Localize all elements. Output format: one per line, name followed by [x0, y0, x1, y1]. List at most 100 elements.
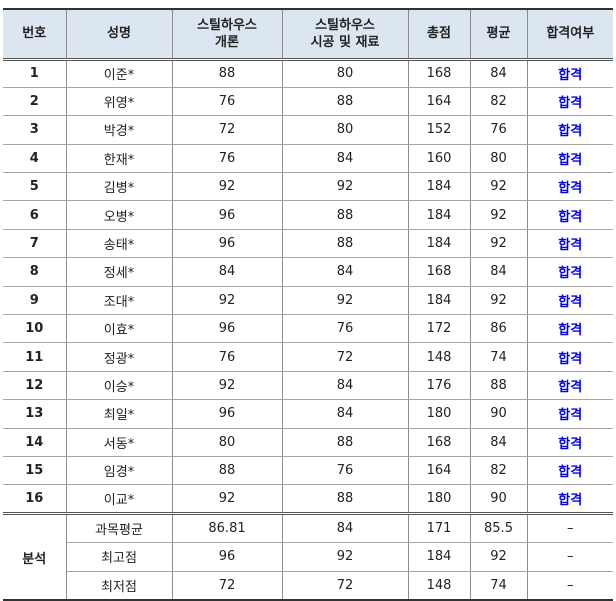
table-row: 14 서동* 80 88 168 84 합격 — [3, 428, 613, 457]
cell-average: 84 — [469, 428, 528, 457]
cell-total: 176 — [407, 371, 471, 401]
cell-construction-score: 84 — [281, 399, 409, 429]
cell-intro-score: 76 — [171, 342, 283, 372]
cell-pass-status: 합격 — [526, 342, 613, 372]
cell-average: 86 — [469, 314, 528, 344]
cell-average: 92 — [469, 200, 528, 230]
analysis-cell-average: 74 — [469, 571, 528, 601]
header-name: 성명 — [65, 8, 173, 61]
cell-name: 위영* — [65, 87, 173, 117]
analysis-cell-intro-score: 72 — [171, 571, 283, 601]
cell-name: 조대* — [65, 286, 173, 316]
table-row: 4 한재* 76 84 160 80 합격 — [3, 144, 613, 174]
cell-intro-score: 92 — [171, 371, 283, 401]
cell-pass-status: 합격 — [526, 144, 613, 174]
cell-intro-score: 92 — [171, 172, 283, 202]
table-row: 15 임경* 88 76 164 82 합격 — [3, 456, 613, 486]
header-number: 번호 — [3, 8, 67, 61]
table-row: 7 송태* 96 88 184 92 합격 — [3, 229, 613, 259]
cell-pass-status: 합격 — [526, 59, 613, 88]
table-row: 12 이승* 92 84 176 88 합격 — [3, 371, 613, 401]
cell-average: 82 — [469, 456, 528, 486]
cell-intro-score: 96 — [171, 229, 283, 259]
table-row: 6 오병* 96 88 184 92 합격 — [3, 200, 613, 230]
cell-number: 1 — [3, 59, 67, 88]
cell-construction-score: 76 — [281, 314, 409, 344]
cell-average: 92 — [469, 286, 528, 316]
cell-pass-status: 합격 — [526, 257, 613, 287]
student-rows: 1 이준* 88 80 168 84 합격 2 위영* 76 88 164 82 합격 3 박경* 72 80 15… — [3, 59, 613, 515]
analysis-cell-construction-score: 72 — [281, 571, 409, 601]
cell-total: 180 — [407, 399, 471, 429]
cell-name: 한재* — [65, 144, 173, 174]
analysis-cell-total: 171 — [407, 513, 471, 543]
cell-average: 84 — [469, 59, 528, 88]
analysis-row: 최저점 72 72 148 74– — [3, 571, 613, 601]
analysis-cell-total: 148 — [407, 571, 471, 601]
cell-number: 16 — [3, 484, 67, 515]
table-row: 13 최일* 96 84 180 90 합격 — [3, 399, 613, 429]
cell-pass-status: 합격 — [526, 172, 613, 202]
cell-number: 3 — [3, 115, 67, 145]
header-average: 평균 — [469, 8, 528, 61]
table-row: 8 정세* 84 84 168 84 합격 — [3, 257, 613, 287]
cell-average: 80 — [469, 144, 528, 174]
analysis-cell-average: 85.5 — [469, 513, 528, 543]
cell-construction-score: 80 — [281, 59, 409, 88]
cell-total: 168 — [407, 59, 471, 88]
cell-total: 168 — [407, 428, 471, 457]
cell-name: 송태* — [65, 229, 173, 259]
cell-total: 168 — [407, 257, 471, 287]
analysis-label: 분석 — [3, 513, 67, 601]
cell-average: 92 — [469, 229, 528, 259]
cell-average: 74 — [469, 342, 528, 372]
cell-number: 2 — [3, 87, 67, 117]
cell-number: 11 — [3, 342, 67, 372]
cell-name: 이준* — [65, 59, 173, 88]
cell-average: 90 — [469, 399, 528, 429]
table-row: 1 이준* 88 80 168 84 합격 — [3, 59, 613, 88]
analysis-cell-name: 최저점 — [66, 571, 173, 601]
cell-construction-score: 88 — [281, 200, 409, 230]
cell-construction-score: 80 — [281, 115, 409, 145]
cell-average: 84 — [469, 257, 528, 287]
cell-name: 오병* — [65, 200, 173, 230]
cell-name: 이효* — [65, 314, 173, 344]
cell-name: 정세* — [65, 257, 173, 287]
cell-pass-status: 합격 — [526, 87, 613, 117]
cell-total: 184 — [407, 286, 471, 316]
analysis-cell-construction-score: 84 — [281, 513, 409, 543]
cell-name: 서동* — [65, 428, 173, 457]
table-row: 2 위영* 76 88 164 82 합격 — [3, 87, 613, 117]
cell-name: 김병* — [65, 172, 173, 202]
header-intro-score: 스틸하우스 개론 — [171, 8, 283, 61]
cell-construction-score: 76 — [281, 456, 409, 486]
cell-total: 148 — [407, 342, 471, 372]
analysis-cell-intro-score: 86.81 — [171, 513, 283, 543]
analysis-cell-name: 과목평균 — [65, 513, 173, 543]
cell-construction-score: 88 — [281, 229, 409, 259]
cell-construction-score: 88 — [281, 87, 409, 117]
cell-number: 12 — [3, 371, 67, 401]
cell-number: 7 — [3, 229, 67, 259]
cell-number: 14 — [3, 428, 67, 457]
cell-total: 184 — [407, 200, 471, 230]
analysis-row: 분석 과목평균 86.81 84 171 85.5– — [3, 513, 613, 601]
cell-total: 184 — [407, 172, 471, 202]
cell-pass-status: 합격 — [526, 286, 613, 316]
cell-average: 82 — [469, 87, 528, 117]
cell-name: 임경* — [65, 456, 173, 486]
header-row: 번호 성명 스틸하우스 개론 스틸하우스 시공 및 재료 총점 평균 합격여부 — [3, 8, 613, 61]
cell-pass-status: 합격 — [526, 484, 613, 515]
analysis-cell-name: 최고점 — [66, 542, 173, 572]
analysis-cell-pass-status: – — [526, 542, 613, 572]
cell-total: 160 — [407, 144, 471, 174]
cell-intro-score: 88 — [171, 456, 283, 486]
cell-construction-score: 72 — [281, 342, 409, 372]
cell-pass-status: 합격 — [526, 115, 613, 145]
cell-construction-score: 88 — [281, 484, 409, 515]
cell-number: 15 — [3, 456, 67, 486]
cell-pass-status: 합격 — [526, 229, 613, 259]
table-row: 11 정광* 76 72 148 74 합격 — [3, 342, 613, 372]
cell-number: 10 — [3, 314, 67, 344]
